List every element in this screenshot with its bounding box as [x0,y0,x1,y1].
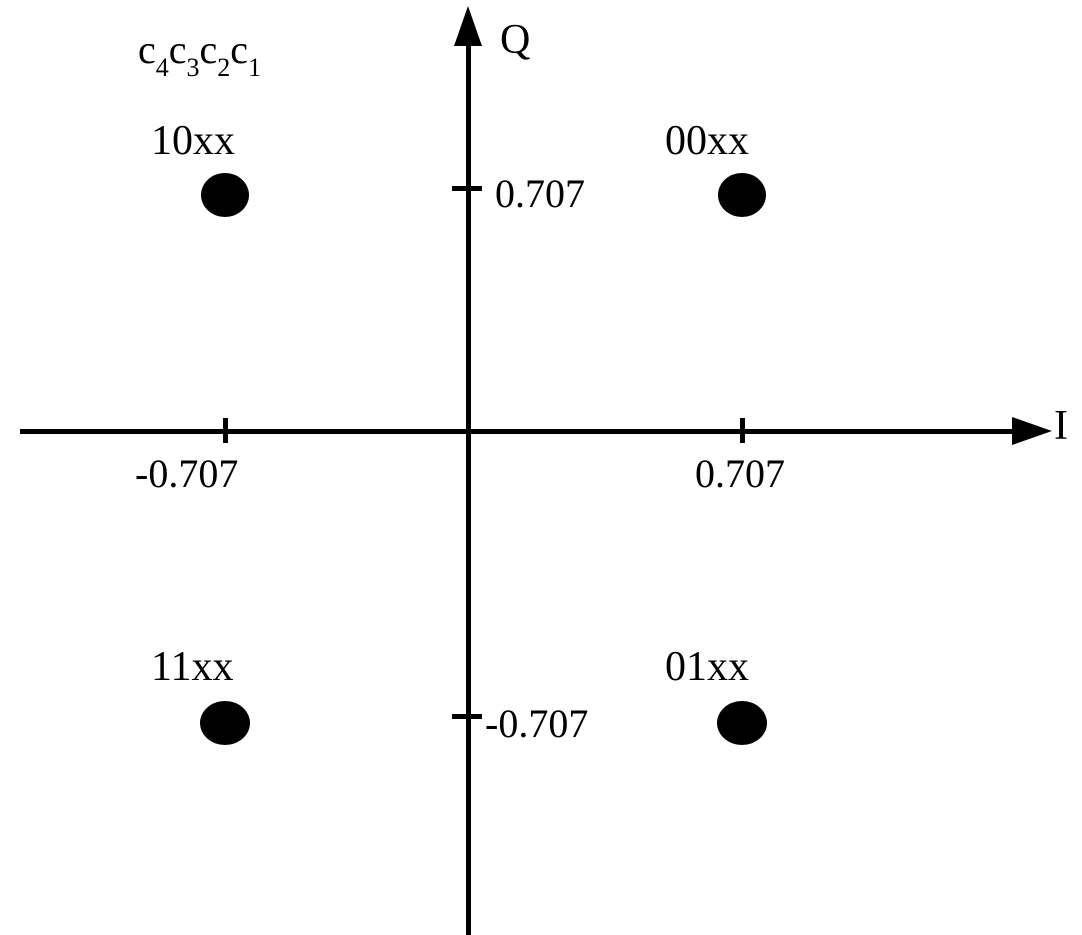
point-00xx [718,173,766,217]
y-tick-neg-label: -0.707 [485,700,588,747]
constellation-diagram: I Q c4c3c2c1 -0.707 0.707 0.707 -0.707 1… [0,0,1082,935]
point-11xx [200,701,250,745]
x-tick-pos [740,418,745,443]
point-01xx [717,701,767,745]
y-tick-pos [452,186,482,191]
i-axis-arrow [1012,417,1052,445]
point-00xx-label: 00xx [665,117,749,165]
x-tick-neg-label: -0.707 [135,450,238,497]
point-10xx-label: 10xx [151,117,235,165]
q-axis-arrow [454,6,482,46]
i-axis-label: I [1054,402,1068,450]
q-axis [466,18,471,935]
y-tick-pos-label: 0.707 [495,170,585,217]
x-tick-pos-label: 0.707 [695,450,785,497]
y-tick-neg [452,714,482,719]
point-10xx [201,173,249,217]
bit-order-label: c4c3c2c1 [138,26,261,79]
point-01xx-label: 01xx [665,643,749,691]
x-tick-neg [223,418,228,443]
point-11xx-label: 11xx [151,643,233,691]
i-axis [20,429,1020,434]
q-axis-label: Q [500,16,530,64]
